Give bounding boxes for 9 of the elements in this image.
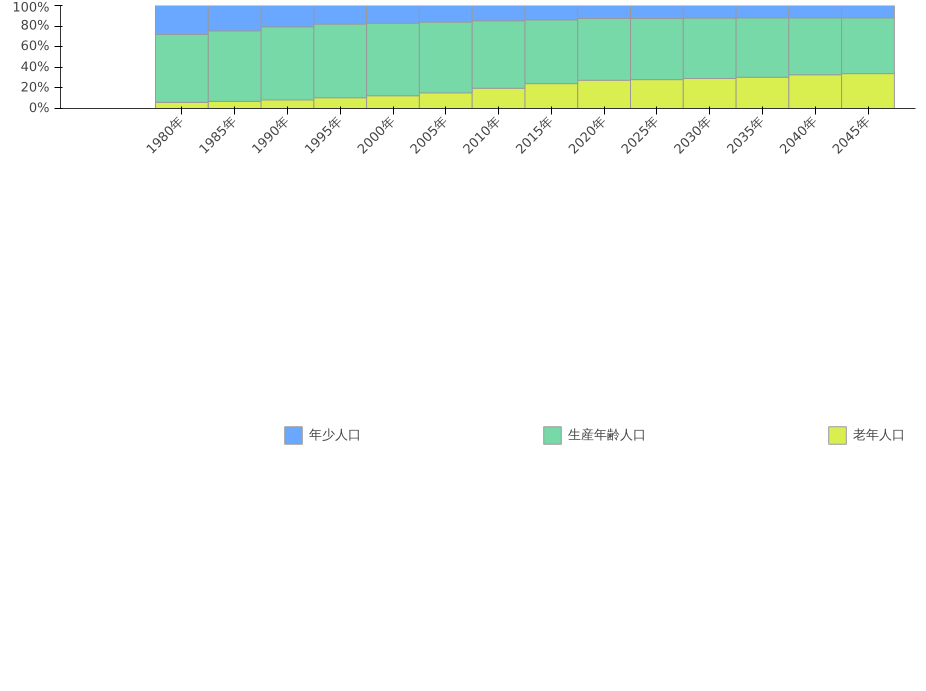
y-tick-label: 20% <box>20 80 50 96</box>
y-tick-label: 40% <box>20 60 50 75</box>
y-tick-label: 60% <box>20 39 50 54</box>
y-tick-label: 100% <box>12 0 50 16</box>
y-tick-label: 0% <box>28 101 50 116</box>
legend-label: 生産年齢人口 <box>568 427 646 444</box>
legend-label: 年少人口 <box>309 427 361 444</box>
y-tick-label: 80% <box>20 18 50 34</box>
legend-label: 老年人口 <box>853 427 905 444</box>
